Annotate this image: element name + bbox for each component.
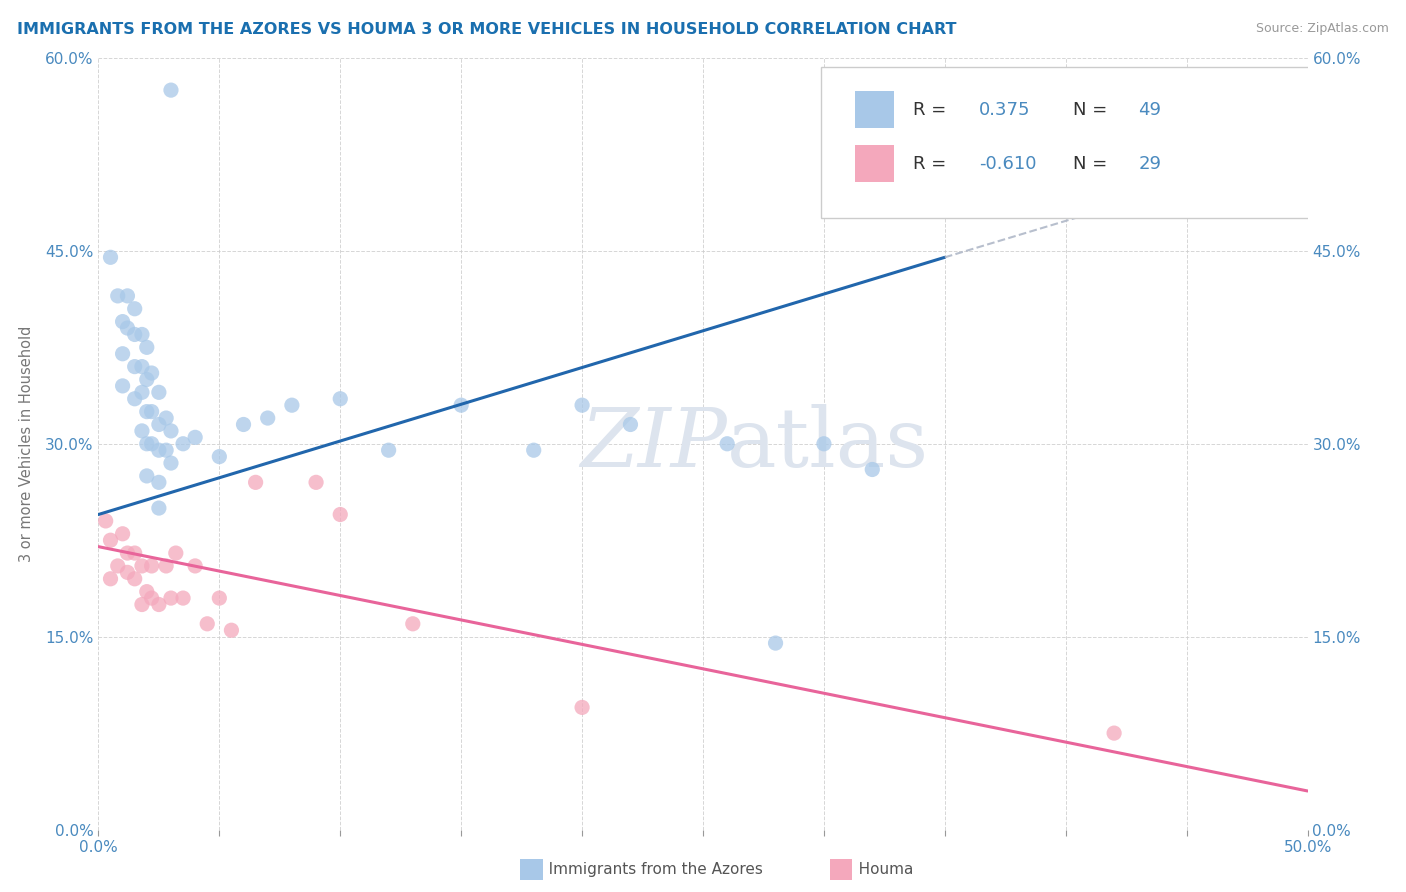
Point xyxy=(117,546,139,560)
Point xyxy=(100,572,122,586)
Text: 29: 29 xyxy=(1139,154,1161,173)
Point xyxy=(148,443,170,458)
Point xyxy=(100,533,122,548)
Point xyxy=(141,366,163,380)
Point xyxy=(124,392,146,406)
Point xyxy=(160,591,183,605)
Point xyxy=(135,404,157,418)
Point xyxy=(148,475,170,490)
Point xyxy=(135,340,157,354)
Text: IMMIGRANTS FROM THE AZORES VS HOUMA 3 OR MORE VEHICLES IN HOUSEHOLD CORRELATION : IMMIGRANTS FROM THE AZORES VS HOUMA 3 OR… xyxy=(17,22,956,37)
Point xyxy=(94,514,117,528)
Point xyxy=(208,450,231,464)
Y-axis label: 3 or more Vehicles in Household: 3 or more Vehicles in Household xyxy=(18,326,34,562)
Text: 0.375: 0.375 xyxy=(979,101,1031,119)
Text: N =: N = xyxy=(1073,101,1114,119)
Point xyxy=(148,501,170,516)
Point xyxy=(165,546,187,560)
Point xyxy=(107,558,129,573)
Point xyxy=(571,700,593,714)
Text: Immigrants from the Azores: Immigrants from the Azores xyxy=(534,863,763,877)
Point xyxy=(245,475,267,490)
Point xyxy=(131,558,153,573)
Point xyxy=(155,411,177,425)
Text: Source: ZipAtlas.com: Source: ZipAtlas.com xyxy=(1256,22,1389,36)
Point xyxy=(131,359,153,374)
FancyBboxPatch shape xyxy=(855,91,894,128)
Point xyxy=(131,385,153,400)
Point xyxy=(377,443,399,458)
Point xyxy=(305,475,328,490)
Point xyxy=(523,443,546,458)
Point xyxy=(124,327,146,342)
Point xyxy=(813,436,835,450)
Point xyxy=(117,566,139,580)
Point xyxy=(195,616,218,631)
Point xyxy=(135,436,157,450)
Point xyxy=(450,398,472,412)
Point xyxy=(184,558,207,573)
Point xyxy=(208,591,231,605)
Point xyxy=(141,591,163,605)
Point xyxy=(117,321,139,335)
Text: 49: 49 xyxy=(1139,101,1161,119)
Point xyxy=(571,398,593,412)
Point xyxy=(256,411,278,425)
Point xyxy=(172,591,194,605)
Point xyxy=(124,301,146,316)
Point xyxy=(155,443,177,458)
Point xyxy=(160,83,183,97)
Point xyxy=(100,250,122,264)
Point xyxy=(402,616,425,631)
Point xyxy=(160,424,183,438)
Point xyxy=(131,598,153,612)
FancyBboxPatch shape xyxy=(821,67,1312,218)
Point xyxy=(131,424,153,438)
Point xyxy=(124,572,146,586)
Point xyxy=(135,584,157,599)
Point xyxy=(329,508,352,522)
Point xyxy=(135,372,157,386)
Point xyxy=(111,347,134,361)
Point xyxy=(141,436,163,450)
Point xyxy=(124,359,146,374)
Point xyxy=(716,436,738,450)
Point xyxy=(155,558,177,573)
Point xyxy=(281,398,304,412)
Text: R =: R = xyxy=(914,101,952,119)
Point xyxy=(141,404,163,418)
Point xyxy=(111,526,134,541)
Point xyxy=(148,417,170,432)
Point xyxy=(135,469,157,483)
Point xyxy=(172,436,194,450)
FancyBboxPatch shape xyxy=(855,145,894,182)
Point xyxy=(131,327,153,342)
Point xyxy=(124,546,146,560)
Point xyxy=(619,417,641,432)
Point xyxy=(765,636,787,650)
Text: -0.610: -0.610 xyxy=(979,154,1036,173)
Text: N =: N = xyxy=(1073,154,1114,173)
Point xyxy=(329,392,352,406)
Point xyxy=(148,598,170,612)
Point xyxy=(860,462,883,476)
Point xyxy=(111,315,134,329)
Point xyxy=(184,430,207,444)
Text: atlas: atlas xyxy=(727,404,929,483)
Text: R =: R = xyxy=(914,154,952,173)
Point xyxy=(148,385,170,400)
Text: ZIP: ZIP xyxy=(581,404,727,483)
Text: Houma: Houma xyxy=(844,863,912,877)
Point xyxy=(221,624,243,638)
Point xyxy=(111,379,134,393)
Point xyxy=(141,558,163,573)
Point xyxy=(117,289,139,303)
Point xyxy=(1102,726,1125,740)
Point xyxy=(107,289,129,303)
Point xyxy=(160,456,183,470)
Point xyxy=(232,417,254,432)
